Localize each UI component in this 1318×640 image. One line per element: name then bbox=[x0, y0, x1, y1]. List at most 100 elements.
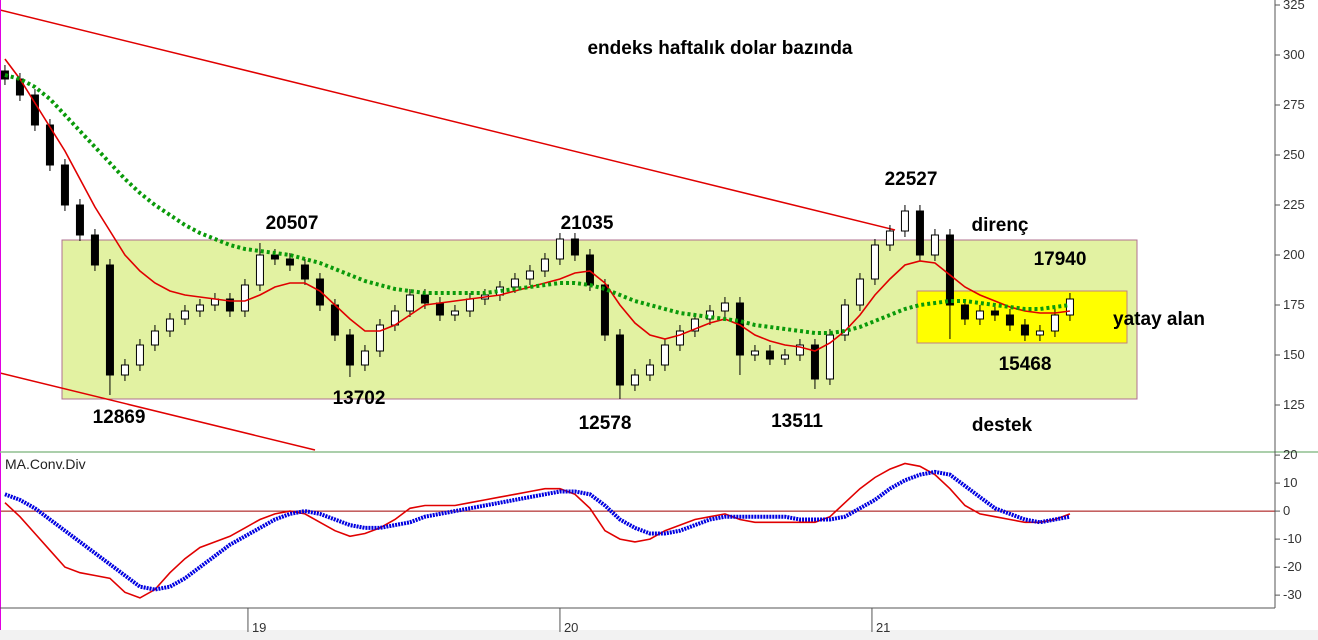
annotation: direnç bbox=[971, 215, 1028, 236]
candle-body bbox=[285, 258, 294, 266]
y-tick-label: 325 bbox=[1283, 0, 1305, 12]
candle-body bbox=[150, 330, 159, 346]
candle-body bbox=[1065, 298, 1074, 316]
annotation: 17940 bbox=[1034, 249, 1087, 270]
price-panel bbox=[0, 9, 1138, 451]
candle-body bbox=[675, 330, 684, 346]
annotation: 12578 bbox=[579, 413, 632, 434]
candle-body bbox=[405, 294, 414, 312]
candle-body bbox=[615, 334, 624, 386]
candle-body bbox=[90, 234, 99, 266]
candle-body bbox=[660, 344, 669, 366]
y-tick-label: -10 bbox=[1283, 531, 1302, 546]
candle-body bbox=[1050, 314, 1059, 332]
y-tick-label: 250 bbox=[1283, 147, 1305, 162]
candle-body bbox=[810, 344, 819, 380]
ma-line bbox=[4, 469, 1071, 592]
y-tick-label: 225 bbox=[1283, 197, 1305, 212]
candle-body bbox=[360, 350, 369, 366]
y-tick-label: -30 bbox=[1283, 587, 1302, 602]
candle-body bbox=[870, 244, 879, 280]
candle-body bbox=[225, 298, 234, 312]
candle-body bbox=[420, 294, 429, 304]
candle-body bbox=[585, 254, 594, 286]
y-tick-label: -20 bbox=[1283, 559, 1302, 574]
y-tick-label: 125 bbox=[1283, 397, 1305, 412]
annotation: 13702 bbox=[333, 388, 386, 409]
candle-body bbox=[795, 344, 804, 356]
candle-body bbox=[600, 284, 609, 336]
candle-body bbox=[765, 350, 774, 360]
candle-body bbox=[540, 258, 549, 272]
support-trendline bbox=[0, 372, 316, 451]
candle-body bbox=[135, 344, 144, 366]
annotation: yatay alan bbox=[1113, 309, 1205, 330]
candle-body bbox=[720, 302, 729, 312]
candle-body bbox=[735, 302, 744, 356]
annotation: destek bbox=[972, 415, 1033, 436]
candle-body bbox=[885, 230, 894, 246]
annotation: 15468 bbox=[999, 354, 1052, 375]
y-tick-label: 10 bbox=[1283, 475, 1297, 490]
candle-body bbox=[900, 210, 909, 232]
candle-body bbox=[750, 350, 759, 356]
candle-body bbox=[75, 204, 84, 236]
candle-body bbox=[555, 238, 564, 260]
candle-body bbox=[120, 364, 129, 376]
candle-body bbox=[180, 310, 189, 320]
candle-body bbox=[630, 374, 639, 386]
resistance-trendline bbox=[0, 9, 896, 231]
macd-marks bbox=[0, 462, 1275, 599]
candle-body bbox=[1020, 324, 1029, 336]
ma-line bbox=[4, 73, 1071, 335]
candle-body bbox=[915, 210, 924, 256]
candle-body bbox=[1035, 330, 1044, 336]
candle-body bbox=[255, 254, 264, 286]
candle-body bbox=[465, 298, 474, 312]
candle-body bbox=[930, 234, 939, 256]
y-tick-label: 150 bbox=[1283, 347, 1305, 362]
y-tick-label: 275 bbox=[1283, 97, 1305, 112]
x-tick-label: 21 bbox=[876, 620, 890, 635]
candle-body bbox=[855, 278, 864, 306]
candle-body bbox=[990, 310, 999, 316]
ma-line bbox=[4, 462, 1071, 599]
y-tick-label: 20 bbox=[1283, 447, 1297, 462]
price-marks bbox=[0, 58, 1074, 399]
annotation: 12869 bbox=[93, 407, 146, 428]
candle-body bbox=[375, 324, 384, 352]
candle-body bbox=[330, 304, 339, 336]
candle-body bbox=[945, 234, 954, 306]
candle-body bbox=[645, 364, 654, 376]
y-tick-label: 175 bbox=[1283, 297, 1305, 312]
candle-body bbox=[450, 310, 459, 316]
y-tick-label: 0 bbox=[1283, 503, 1290, 518]
candle-body bbox=[165, 318, 174, 332]
candle-body bbox=[345, 334, 354, 366]
candle-body bbox=[960, 304, 969, 320]
candle-body bbox=[435, 302, 444, 316]
candle-body bbox=[975, 310, 984, 320]
candle-body bbox=[270, 254, 279, 260]
annotation: 22527 bbox=[885, 169, 938, 190]
y-tick-label: 200 bbox=[1283, 247, 1305, 262]
candle-body bbox=[525, 270, 534, 280]
scroll-strip bbox=[0, 630, 1318, 640]
candle-body bbox=[45, 124, 54, 166]
candle-body bbox=[780, 354, 789, 360]
candle-body bbox=[1005, 314, 1014, 326]
candle-body bbox=[60, 164, 69, 206]
candle-body bbox=[690, 318, 699, 332]
x-tick-label: 20 bbox=[564, 620, 578, 635]
annotation: 13511 bbox=[771, 411, 823, 432]
candle-body bbox=[105, 264, 114, 376]
candle-body bbox=[240, 284, 249, 312]
y-tick-label: 300 bbox=[1283, 47, 1305, 62]
panel-title: MA.Conv.Div bbox=[5, 456, 86, 472]
x-tick-label: 19 bbox=[252, 620, 266, 635]
candle-body bbox=[570, 238, 579, 256]
candle-body bbox=[840, 304, 849, 336]
chart-title: endeks haftalık dolar bazında bbox=[587, 38, 852, 59]
annotation: 21035 bbox=[561, 213, 614, 234]
